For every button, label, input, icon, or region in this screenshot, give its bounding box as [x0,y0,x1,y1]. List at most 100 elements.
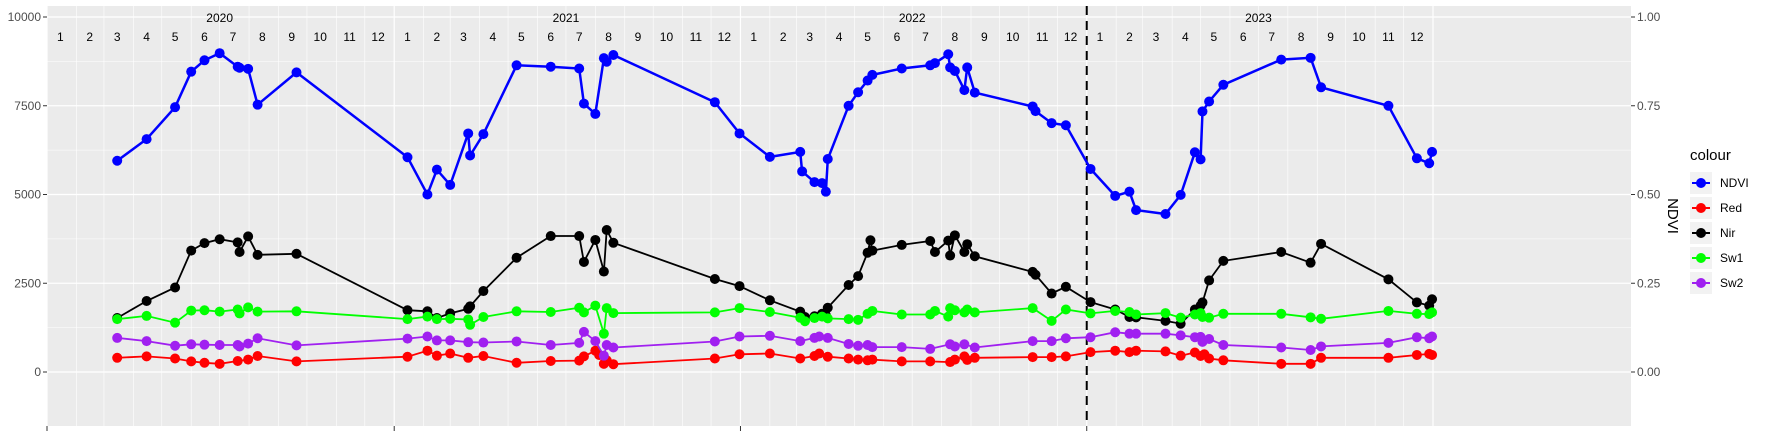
ndvi-point [574,63,585,74]
red-point [853,354,864,365]
month-label: 9 [1327,30,1334,44]
month-label: 7 [576,30,583,44]
nir-point [578,256,589,267]
ndvi-point [1030,106,1041,117]
red-point [1085,347,1096,358]
series-sw1 [112,300,1438,339]
month-label: 12 [1410,30,1424,44]
sw2-point [925,343,936,354]
month-label: 9 [981,30,988,44]
red-point [709,353,720,364]
ndvi-point [1189,147,1200,158]
sw1-point [170,317,181,328]
legend-item-sw1: Sw1 [1690,247,1744,269]
sw2-point [234,341,245,352]
legend-label: Sw1 [1720,251,1744,265]
nir-point [1218,255,1229,266]
ndvi-point [465,150,476,161]
sw1-point [545,307,556,318]
month-label: 9 [288,30,295,44]
sw1-point [1160,308,1171,319]
red-point [896,356,907,367]
sw1-point [1027,303,1038,314]
y-tick-label: 7500 [14,99,41,113]
nir-point [959,247,970,258]
red-point [1218,355,1229,366]
red-point [1131,345,1142,356]
sw1-point [949,305,960,316]
sw1-point [445,313,456,324]
sw1-point [291,306,302,317]
sw2-point [867,342,878,353]
ndvi-point [929,58,940,69]
legend-item-sw2: Sw2 [1690,272,1744,294]
sw2-point [545,340,556,351]
ndvi-point [1427,146,1438,157]
ndvi-point [1411,153,1422,164]
y-tick-label: 2500 [14,276,41,290]
sw1-point [252,306,263,317]
nir-point [865,235,876,246]
red-point [925,356,936,367]
ndvi-point [1204,96,1215,107]
sw2-point [1027,336,1038,347]
sw2-point [1218,340,1229,351]
y2-tick-label: 0.75 [1637,99,1661,113]
red-point [1316,352,1327,363]
ndvi-point [1197,106,1208,117]
sw1-point [1276,308,1287,319]
sw2-point [214,340,225,351]
sw2-point [822,332,833,343]
sw1-point [1110,305,1121,316]
sw2-point [1175,330,1186,341]
sw2-point [949,341,960,352]
red-point [511,357,522,368]
red-point [170,353,181,364]
red-point [478,351,489,362]
nir-point [608,237,619,248]
sw2-point [1383,337,1394,348]
ndvi-point [214,48,225,59]
red-point [867,354,878,365]
ndvi-point [431,164,442,175]
ndvi-point [795,146,806,157]
sw2-point [478,337,489,348]
sw1-point [1316,313,1327,324]
series-ndvi [112,48,1438,220]
nir-point [945,250,956,261]
red-point [608,359,619,370]
year-label: 2021 [553,11,580,25]
month-label: 1 [750,30,757,44]
ndvi-point [1110,190,1121,201]
ndvi-point [445,179,456,190]
ndvi-point [1124,186,1135,197]
legend-item-ndvi: NDVI [1690,172,1749,194]
red-point [1383,352,1394,363]
red-point [1046,352,1057,363]
sw1-point [853,314,864,325]
sw1-point [112,314,123,325]
red-point [112,352,123,363]
sw2-point [402,333,413,344]
red-point [402,351,413,362]
nir-point [601,225,612,235]
legend-key-point [1696,203,1706,213]
ndvi-point [243,63,254,74]
ndvi-point [601,56,612,67]
sw1-point [896,309,907,320]
month-label: 2 [780,30,787,44]
sw1-point [431,314,442,325]
nir-point [709,273,720,284]
sw2-point [734,331,745,342]
month-label: 6 [547,30,554,44]
ndvi-point [141,134,152,145]
sw2-point [709,336,720,347]
sw2-point [112,332,123,343]
sw1-point [590,300,601,311]
sw2-point [598,350,609,361]
nir-point [1030,269,1041,280]
red-point [949,354,960,365]
sw2-point [1160,328,1171,339]
ndvi-point [969,87,980,98]
red-point [1411,349,1422,360]
